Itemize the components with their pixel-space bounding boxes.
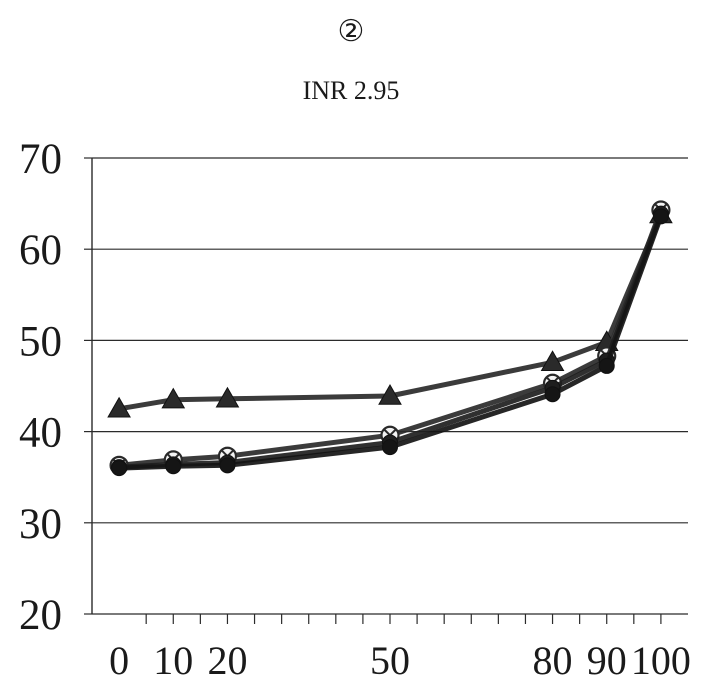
x-tick-label: 100 <box>631 638 691 683</box>
series-point <box>540 350 565 372</box>
y-tick-label: 50 <box>19 318 62 365</box>
y-tick-label: 40 <box>19 410 62 457</box>
series-point <box>215 386 240 408</box>
series-point <box>378 384 402 405</box>
y-tick-label: 70 <box>19 136 62 183</box>
series-point <box>544 386 561 403</box>
x-tick-label: 50 <box>370 638 410 683</box>
series-point <box>165 458 182 475</box>
tick-label-layer: 20 30 40 50 60 70 0 10 20 50 80 90 100 <box>19 136 691 683</box>
panel-marker: ② <box>337 15 365 48</box>
x-tick-label: 90 <box>587 638 627 683</box>
y-tick-label: 20 <box>19 592 62 639</box>
series-point <box>161 387 186 409</box>
x-tick-label: 0 <box>109 638 129 683</box>
x-tick-label: 20 <box>207 638 247 683</box>
series-layer <box>107 200 673 477</box>
x-tick-label: 10 <box>153 638 193 683</box>
series-point <box>382 439 398 456</box>
y-tick-label: 30 <box>19 501 62 548</box>
x-tick-label: 80 <box>533 638 573 683</box>
y-tick-label: 60 <box>19 227 62 274</box>
series-point <box>107 396 131 418</box>
axis-layer <box>84 157 662 624</box>
series-point <box>598 357 615 374</box>
chart-title: INR 2.95 <box>302 76 400 105</box>
series-point <box>652 208 669 225</box>
series-point <box>111 460 128 477</box>
series-point <box>219 457 236 474</box>
